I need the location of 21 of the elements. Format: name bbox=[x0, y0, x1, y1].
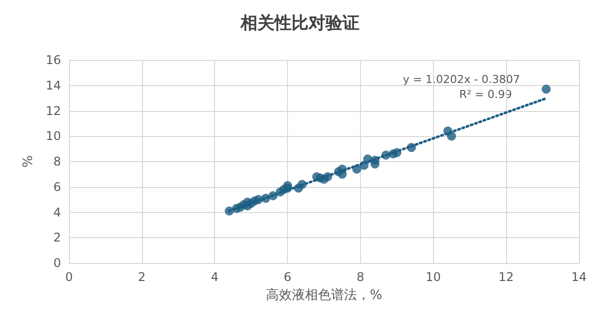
y-tick-label: 14 bbox=[46, 78, 61, 92]
y-tick-label: 6 bbox=[53, 180, 61, 194]
x-tick-label: 12 bbox=[498, 270, 514, 284]
y-tick-label: 0 bbox=[53, 256, 61, 270]
x-tick-label: 14 bbox=[571, 270, 587, 284]
x-tick-label: 10 bbox=[426, 270, 441, 284]
y-tick-label: 2 bbox=[53, 230, 61, 245]
x-tick-label: 0 bbox=[65, 270, 73, 284]
x-tick-label: 6 bbox=[284, 270, 292, 284]
y-tick-label: 16 bbox=[46, 53, 61, 67]
annotation: y = 1.0202x - 0.3807 bbox=[402, 73, 520, 86]
y-axis-title: % bbox=[20, 155, 36, 168]
chart-title: 相关性比对验证 bbox=[240, 14, 360, 34]
y-tick-label: 10 bbox=[46, 129, 61, 144]
y-tick-label: 8 bbox=[53, 154, 61, 168]
x-tick-label: 8 bbox=[356, 270, 364, 284]
x-tick-label: 2 bbox=[138, 270, 146, 284]
x-axis-title: 高效液相色谱法，% bbox=[266, 287, 382, 303]
y-tick-label: 12 bbox=[46, 104, 61, 118]
y-tick-label: 4 bbox=[53, 205, 61, 220]
x-tick-label: 4 bbox=[210, 270, 219, 284]
